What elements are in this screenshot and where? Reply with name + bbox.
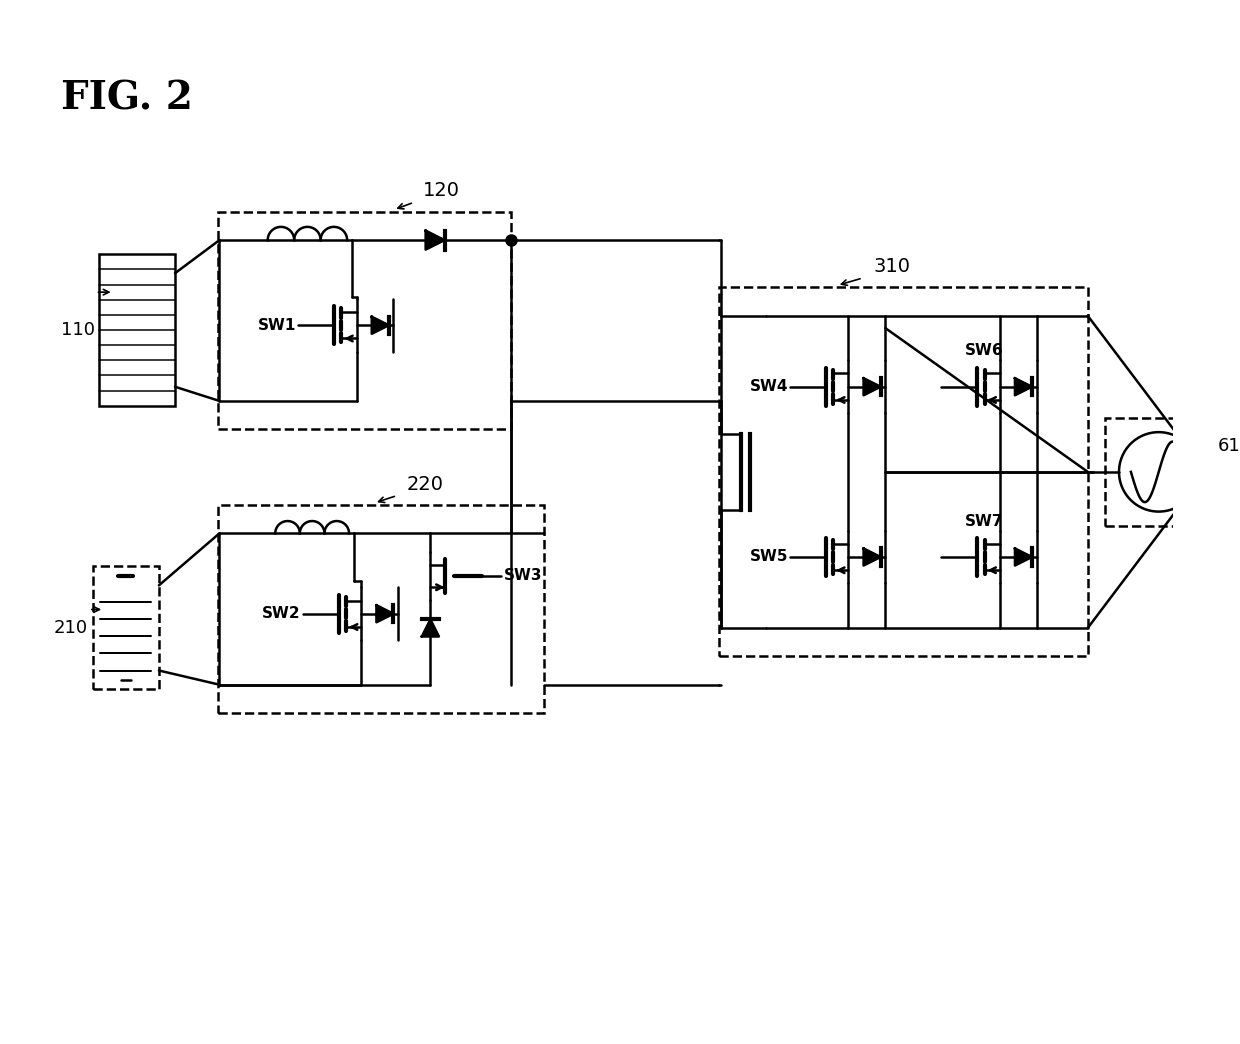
Text: SW4: SW4 (749, 379, 787, 395)
Polygon shape (377, 606, 393, 622)
Text: SW1: SW1 (258, 317, 296, 333)
Polygon shape (425, 231, 445, 250)
Text: SW7: SW7 (965, 514, 1003, 528)
Polygon shape (372, 316, 389, 334)
Text: SW2: SW2 (262, 607, 301, 621)
Bar (217, 505, 544, 713)
Polygon shape (863, 548, 880, 566)
Bar (719, 287, 1087, 657)
Text: SW6: SW6 (965, 343, 1003, 358)
Text: 210: 210 (53, 619, 88, 637)
Text: 220: 220 (407, 475, 444, 494)
Text: 120: 120 (423, 182, 460, 200)
Polygon shape (1016, 548, 1032, 566)
Polygon shape (1016, 378, 1032, 396)
Text: SW5: SW5 (749, 549, 787, 565)
Text: SW3: SW3 (505, 568, 543, 584)
Bar (1105, 418, 1213, 526)
Polygon shape (422, 619, 439, 637)
Bar (217, 212, 511, 429)
Bar (93, 567, 159, 689)
Text: 310: 310 (874, 257, 911, 276)
Text: 110: 110 (61, 321, 94, 339)
Text: FIG. 2: FIG. 2 (62, 79, 193, 117)
Text: 610: 610 (1218, 436, 1240, 455)
Polygon shape (863, 378, 880, 396)
Bar (99, 255, 175, 406)
